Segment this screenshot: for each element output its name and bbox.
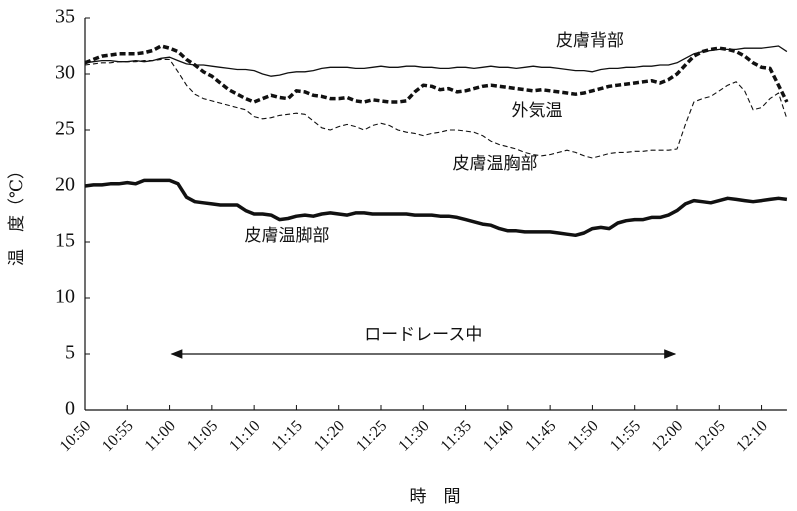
x-tick-label: 11:35: [438, 417, 475, 454]
x-tick-label: 12:05: [691, 417, 729, 455]
x-tick-label: 10:55: [99, 417, 137, 455]
x-tick-label: 12:00: [649, 417, 687, 455]
y-tick-label: 15: [55, 230, 75, 252]
x-tick-label: 11:45: [522, 417, 559, 454]
x-tick-label: 11:00: [142, 417, 179, 454]
y-tick-label: 0: [65, 398, 75, 420]
series-label: 皮膚温脚部: [245, 226, 330, 245]
y-tick-label: 20: [55, 174, 75, 196]
x-tick-label: 11:20: [311, 417, 348, 454]
series-line: [84, 45, 788, 77]
x-tick-label: 11:30: [395, 417, 432, 454]
x-tick-label: 11:40: [480, 417, 517, 454]
y-tick-label: 35: [55, 6, 75, 28]
x-axis-label: 時 間: [410, 487, 461, 506]
series-line: [84, 58, 788, 159]
x-tick-label: 12:10: [733, 417, 771, 455]
x-tick-label: 11:25: [353, 417, 390, 454]
x-tick-label: 11:55: [607, 417, 644, 454]
y-tick-label: 30: [55, 62, 75, 84]
series-label: 皮膚温胸部: [453, 154, 538, 173]
y-tick-label: 10: [55, 286, 75, 308]
series-label: 皮膚背部: [556, 31, 624, 50]
series-line: [84, 178, 788, 238]
series-line: [84, 44, 789, 104]
x-tick-label: 11:10: [226, 417, 263, 454]
annotation-text: ロードレース中: [364, 325, 482, 344]
series-label: 外気温: [512, 101, 563, 120]
x-tick-label: 11:50: [564, 417, 601, 454]
y-tick-label: 5: [65, 342, 75, 364]
x-tick-label: 10:50: [57, 417, 95, 455]
y-tick-label: 25: [55, 118, 75, 140]
x-tick-label: 11:15: [268, 417, 305, 454]
x-tick-label: 11:05: [184, 417, 221, 454]
y-axis-label: 温 度（℃）: [7, 162, 26, 266]
